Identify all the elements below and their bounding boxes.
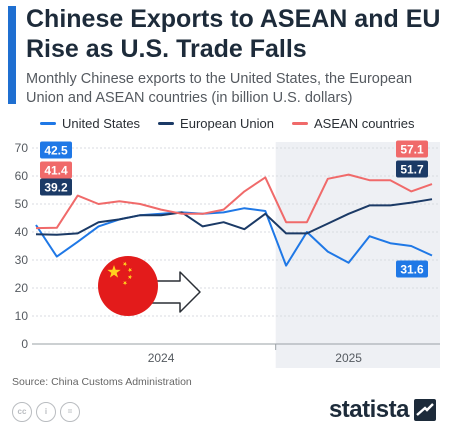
statista-logo-icon bbox=[414, 399, 436, 421]
chart-subtitle: Monthly Chinese exports to the United St… bbox=[26, 71, 413, 106]
shaded-period-2025 bbox=[275, 142, 440, 368]
start-label-us-box bbox=[40, 141, 72, 159]
legend-label-eu: European Union bbox=[180, 116, 275, 131]
legend-item-eu: European Union bbox=[158, 116, 274, 131]
brand-logo: statista bbox=[329, 396, 436, 424]
x-tick-label: 2025 bbox=[335, 351, 362, 365]
legend-swatch-asean bbox=[292, 122, 309, 125]
y-tick-label: 20 bbox=[15, 281, 29, 295]
start-label-asean-box bbox=[40, 161, 72, 179]
series-line-us bbox=[35, 207, 433, 267]
cc-icon: cc bbox=[12, 402, 32, 422]
chart-title: Chinese Exports to ASEAN and EU Rise as … bbox=[26, 5, 441, 63]
legend-label-asean: ASEAN countries bbox=[314, 116, 415, 131]
series-line-asean bbox=[35, 173, 433, 230]
end-label-us-box bbox=[396, 260, 428, 278]
china-flag-icon bbox=[98, 256, 201, 316]
attribution-icon: i bbox=[36, 402, 56, 422]
start-label-asean: 41.4 bbox=[44, 164, 68, 178]
y-tick-label: 50 bbox=[15, 197, 29, 211]
y-tick-label: 30 bbox=[15, 253, 29, 267]
y-tick-label: 60 bbox=[15, 169, 29, 183]
source-note: Source: China Customs Administration bbox=[12, 376, 192, 388]
start-label-eu: 39.2 bbox=[44, 181, 68, 195]
start-label-eu-box bbox=[40, 178, 72, 196]
legend-label-us: United States bbox=[62, 116, 141, 131]
legend-item-us: United States bbox=[40, 116, 140, 131]
y-tick-label: 0 bbox=[21, 337, 28, 351]
legend-item-asean: ASEAN countries bbox=[292, 116, 414, 131]
y-tick-label: 40 bbox=[15, 225, 29, 239]
start-label-us: 42.5 bbox=[44, 144, 68, 158]
legend: United States European Union ASEAN count… bbox=[40, 116, 414, 131]
end-label-asean-box bbox=[396, 140, 428, 158]
y-tick-label: 10 bbox=[15, 309, 29, 323]
series-line-eu bbox=[35, 198, 433, 236]
title-accent-bar bbox=[8, 6, 16, 104]
end-label-eu: 51.7 bbox=[400, 163, 424, 177]
end-label-eu-box bbox=[396, 160, 428, 178]
line-chart: 0 10 20 30 40 50 60 70 2024 2025 42.5 41.4 39.2 57.1 5… bbox=[15, 140, 440, 368]
no-derivatives-icon: = bbox=[60, 402, 80, 422]
license-icons: cc i = bbox=[12, 402, 80, 422]
legend-swatch-us bbox=[40, 122, 56, 125]
legend-swatch-eu bbox=[158, 122, 175, 125]
y-tick-label: 70 bbox=[15, 141, 29, 155]
end-label-us: 31.6 bbox=[400, 263, 424, 277]
brand-name: statista bbox=[328, 396, 410, 423]
end-label-asean: 57.1 bbox=[400, 143, 424, 157]
x-tick-label: 2024 bbox=[148, 351, 175, 365]
